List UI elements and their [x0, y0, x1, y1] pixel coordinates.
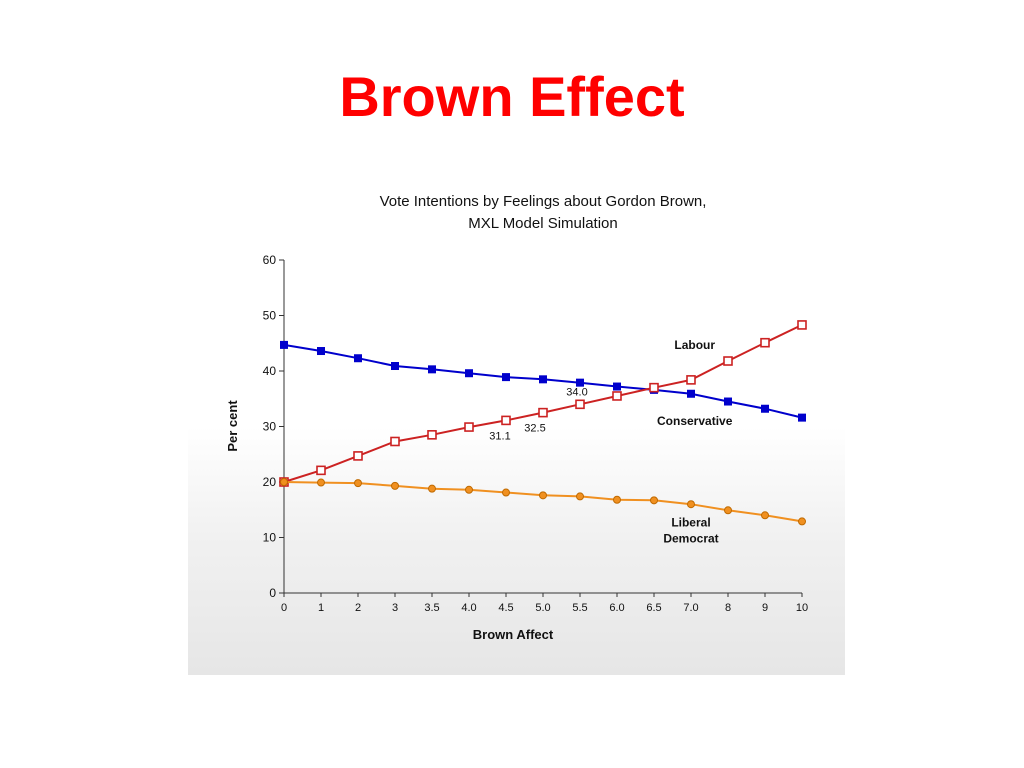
- x-tick-label: 2: [355, 602, 361, 614]
- y-tick-label: 60: [263, 253, 277, 267]
- x-tick-label: 1: [318, 602, 324, 614]
- data-point-labour: [501, 415, 511, 426]
- x-axis-label: Brown Affect: [473, 627, 554, 642]
- data-point-liberal-democrat: [687, 500, 695, 509]
- data-point-conservative: [724, 397, 732, 406]
- x-tick-label: 4.5: [498, 602, 513, 614]
- series-label-conservative: Conservative: [657, 414, 733, 428]
- chart-panel: Vote Intentions by Feelings about Gordon…: [188, 178, 845, 675]
- data-point-liberal-democrat: [354, 479, 362, 488]
- data-point-conservative: [465, 369, 473, 378]
- data-point-conservative: [761, 404, 769, 413]
- data-point-labour: [760, 337, 770, 348]
- data-point-labour: [353, 451, 363, 461]
- data-label: 31.1: [489, 430, 510, 442]
- y-axis-label: Per cent: [225, 400, 240, 452]
- y-tick-label: 0: [269, 586, 276, 600]
- plot-area: 0 10 20 30 40 50 60 0 1 2 3 3.5 4.0 4.5 5.0 5.5 6.0 6.5 7.…: [263, 253, 808, 614]
- data-point-liberal-democrat: [317, 478, 325, 487]
- series-label-labour: Labour: [674, 338, 715, 352]
- data-point-conservative: [687, 389, 695, 398]
- y-tick-label: 40: [263, 364, 277, 378]
- data-point-conservative: [576, 378, 584, 387]
- y-tick-label: 20: [263, 475, 277, 489]
- data-point-liberal-democrat: [576, 492, 584, 501]
- data-point-labour: [427, 430, 437, 440]
- data-point-liberal-democrat: [465, 485, 473, 494]
- data-point-labour: [316, 465, 326, 476]
- data-point-conservative: [613, 382, 621, 391]
- data-point-conservative: [391, 362, 399, 371]
- data-point-liberal-democrat: [650, 496, 658, 505]
- chart-subtitle: MXL Model Simulation: [468, 215, 618, 232]
- chart-title: Vote Intentions by Feelings about Gordon…: [380, 193, 707, 210]
- data-point-conservative: [539, 375, 547, 384]
- data-point-conservative: [798, 413, 806, 422]
- data-point-liberal-democrat: [428, 484, 436, 493]
- series-label-liberal-democrat: Liberal: [671, 515, 710, 529]
- x-tick-label: 5.5: [572, 602, 587, 614]
- data-point-liberal-democrat: [724, 506, 732, 515]
- series-label-liberal-democrat: Democrat: [663, 531, 718, 545]
- x-tick-label: 3: [392, 602, 398, 614]
- y-tick-label: 10: [263, 531, 277, 545]
- data-point-conservative: [428, 365, 436, 374]
- data-point-labour: [612, 391, 622, 401]
- x-tick-label: 4.0: [461, 602, 476, 614]
- data-point-labour: [723, 356, 733, 366]
- x-tick-label: 10: [796, 602, 808, 614]
- data-point-liberal-democrat: [280, 478, 288, 486]
- data-point-labour: [390, 436, 400, 447]
- data-point-conservative: [354, 354, 362, 363]
- data-point-conservative: [317, 347, 325, 356]
- data-point-labour: [575, 399, 585, 410]
- x-tick-label: 3.5: [424, 602, 439, 614]
- data-point-liberal-democrat: [391, 481, 399, 490]
- x-tick-label: 8: [725, 602, 731, 614]
- data-point-conservative: [280, 340, 288, 349]
- data-point-liberal-democrat: [613, 495, 621, 504]
- data-label: 32.5: [524, 423, 545, 435]
- slide-title: Brown Effect: [339, 65, 685, 128]
- data-point-labour: [538, 407, 548, 418]
- x-tick-label: 6.0: [609, 602, 624, 614]
- x-tick-label: 6.5: [646, 602, 661, 614]
- data-point-liberal-democrat: [798, 517, 806, 526]
- data-point-conservative: [502, 373, 510, 382]
- data-point-labour: [797, 320, 807, 330]
- data-point-labour: [464, 422, 474, 432]
- data-point-liberal-democrat: [539, 491, 547, 500]
- line-chart: Vote Intentions by Feelings about Gordon…: [225, 193, 808, 642]
- data-point-labour: [686, 375, 696, 385]
- x-tick-label: 5.0: [535, 602, 550, 614]
- x-tick-label: 0: [281, 602, 287, 614]
- data-label: 34.0: [566, 386, 587, 398]
- y-tick-label: 30: [263, 420, 277, 434]
- data-point-labour: [649, 382, 659, 393]
- data-point-liberal-democrat: [761, 511, 769, 520]
- data-point-liberal-democrat: [502, 488, 510, 497]
- x-tick-label: 7.0: [683, 602, 698, 614]
- y-tick-label: 50: [263, 309, 277, 323]
- x-tick-label: 9: [762, 602, 768, 614]
- series-line-liberal-democrat: [283, 481, 803, 523]
